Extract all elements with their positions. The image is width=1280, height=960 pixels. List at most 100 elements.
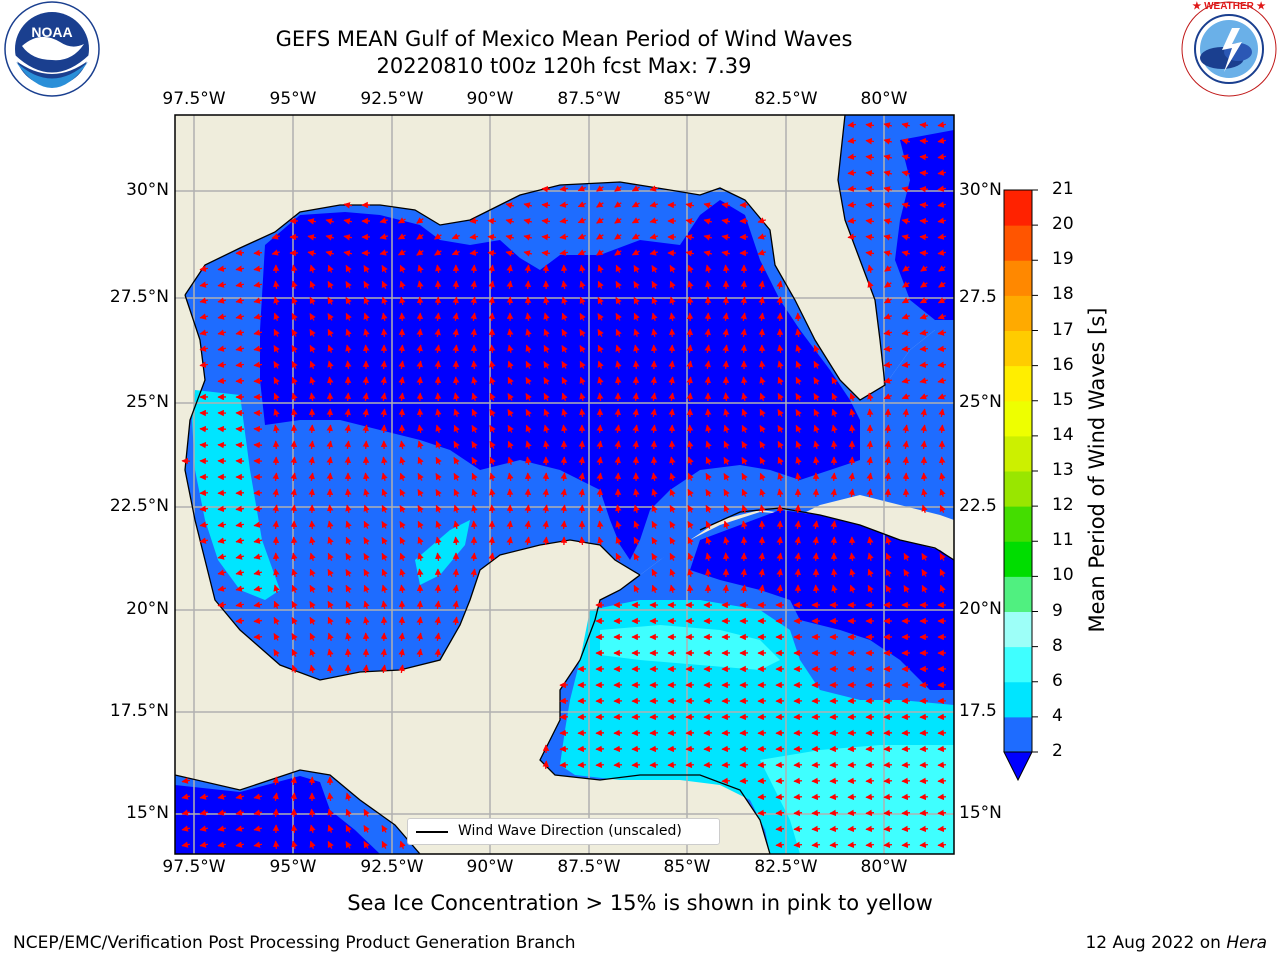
- wind-arrow: [327, 376, 334, 386]
- wind-arrow: [757, 249, 767, 256]
- wind-arrow: [849, 584, 856, 593]
- wind-arrow: [308, 488, 316, 498]
- wind-arrow: [380, 664, 387, 674]
- wind-arrow: [669, 456, 676, 466]
- colorbar-segment: [1004, 190, 1032, 226]
- wind-arrow: [739, 777, 749, 785]
- wind-arrow: [722, 360, 730, 370]
- wind-arrow: [561, 408, 568, 418]
- wind-arrow: [506, 280, 513, 290]
- wind-arrow: [363, 488, 370, 498]
- wind-arrow: [506, 488, 514, 498]
- wind-arrow: [795, 424, 802, 433]
- wind-arrow: [615, 280, 622, 289]
- wind-arrow: [633, 520, 640, 529]
- wind-arrow: [416, 296, 424, 306]
- wind-arrow: [235, 329, 245, 336]
- wind-arrow: [235, 601, 245, 608]
- wind-arrow: [831, 584, 838, 594]
- wind-arrow: [397, 249, 406, 256]
- wind-arrow: [614, 408, 622, 418]
- wind-arrow: [649, 249, 659, 256]
- wind-arrow: [469, 233, 479, 240]
- wind-arrow: [435, 504, 442, 513]
- wind-arrow: [579, 264, 586, 274]
- wind-arrow: [561, 360, 568, 369]
- wind-arrow: [507, 360, 514, 369]
- wind-arrow: [560, 520, 568, 530]
- wind-arrow: [597, 344, 604, 353]
- wind-arrow: [919, 377, 929, 384]
- wind-arrow: [902, 265, 910, 272]
- wind-arrow: [757, 233, 767, 240]
- wind-arrow: [217, 265, 227, 272]
- wind-arrow: [703, 202, 713, 209]
- wind-arrow: [903, 568, 910, 577]
- wind-arrow: [669, 280, 676, 289]
- wind-arrow: [865, 217, 875, 225]
- wind-arrow: [883, 170, 893, 177]
- wind-arrow: [307, 218, 317, 225]
- wind-arrow: [309, 824, 316, 834]
- wind-arrow: [813, 344, 820, 353]
- wind-arrow: [380, 392, 387, 402]
- wind-arrow: [398, 312, 406, 322]
- wind-arrow: [686, 376, 693, 386]
- wind-arrow: [363, 280, 370, 289]
- wind-arrow: [901, 234, 911, 241]
- colorbar-tick-label: 19: [1052, 249, 1074, 270]
- wind-arrow: [632, 392, 640, 402]
- wind-arrow: [253, 841, 263, 848]
- wind-arrow: [273, 568, 280, 578]
- wind-arrow: [381, 840, 388, 849]
- wind-arrow: [687, 552, 694, 561]
- wind-arrow: [740, 280, 748, 290]
- wind-arrow: [831, 440, 838, 450]
- wind-arrow: [669, 488, 676, 497]
- wind-arrow: [938, 424, 946, 434]
- wind-arrow: [631, 185, 640, 192]
- wind-arrow: [199, 361, 209, 368]
- wind-arrow: [795, 328, 802, 338]
- wind-arrow: [579, 408, 586, 418]
- wind-arrow: [271, 233, 281, 240]
- wind-arrow: [363, 520, 370, 529]
- colorbar-segment: [1004, 400, 1032, 437]
- wind-arrow: [399, 280, 406, 289]
- wind-arrow: [309, 344, 316, 353]
- lon-label-bottom: 82.5°W: [754, 857, 818, 877]
- lat-label-right: 20°N: [959, 599, 1002, 619]
- wind-arrow: [921, 504, 928, 514]
- wind-arrow: [919, 345, 929, 353]
- wind-arrow: [615, 360, 622, 370]
- wind-arrow: [901, 138, 911, 145]
- wind-arrow: [901, 809, 911, 817]
- wind-arrow: [452, 376, 460, 386]
- wind-arrow: [416, 217, 424, 224]
- wind-arrow: [920, 265, 928, 272]
- wind-arrow: [685, 218, 695, 225]
- wind-arrow: [452, 616, 459, 626]
- wind-arrow: [668, 376, 675, 386]
- wind-arrow: [651, 328, 658, 338]
- wind-arrow: [452, 280, 460, 290]
- wind-arrow: [615, 328, 622, 337]
- wind-arrow: [398, 392, 405, 402]
- wind-arrow: [883, 329, 893, 336]
- wind-arrow: [272, 520, 279, 530]
- wind-arrow: [327, 552, 334, 561]
- wind-arrow: [363, 312, 370, 321]
- wind-arrow: [901, 377, 911, 384]
- wind-arrow: [919, 137, 929, 145]
- wind-arrow: [721, 250, 731, 257]
- wind-arrow: [704, 344, 711, 354]
- wind-arrow: [597, 264, 604, 273]
- wind-arrow: [865, 137, 875, 145]
- wind-arrow: [434, 392, 442, 402]
- legend-line-swatch: [416, 831, 448, 833]
- wind-arrow: [579, 312, 586, 321]
- colorbar-tick-label: 10: [1052, 565, 1074, 586]
- wind-arrow: [542, 504, 549, 514]
- wind-arrow: [291, 600, 298, 609]
- wind-arrow: [723, 264, 730, 274]
